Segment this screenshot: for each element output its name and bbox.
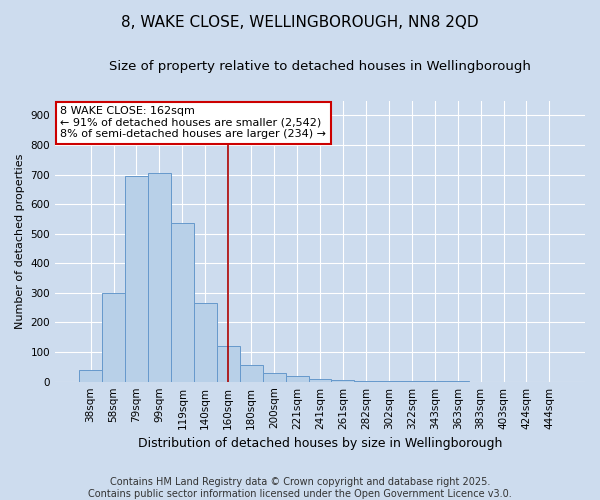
Text: 8, WAKE CLOSE, WELLINGBOROUGH, NN8 2QD: 8, WAKE CLOSE, WELLINGBOROUGH, NN8 2QD xyxy=(121,15,479,30)
Bar xyxy=(217,346,240,382)
Bar xyxy=(194,304,217,382)
Bar xyxy=(263,373,286,382)
Text: 8 WAKE CLOSE: 162sqm
← 91% of detached houses are smaller (2,542)
8% of semi-det: 8 WAKE CLOSE: 162sqm ← 91% of detached h… xyxy=(61,106,326,140)
X-axis label: Distribution of detached houses by size in Wellingborough: Distribution of detached houses by size … xyxy=(138,437,502,450)
Bar xyxy=(286,376,308,382)
Bar xyxy=(102,293,125,382)
Bar xyxy=(308,378,331,382)
Y-axis label: Number of detached properties: Number of detached properties xyxy=(15,154,25,329)
Bar xyxy=(331,380,355,382)
Bar xyxy=(125,176,148,382)
Bar xyxy=(171,224,194,382)
Bar xyxy=(79,370,102,382)
Bar xyxy=(355,381,377,382)
Title: Size of property relative to detached houses in Wellingborough: Size of property relative to detached ho… xyxy=(109,60,531,73)
Bar xyxy=(148,173,171,382)
Bar xyxy=(240,366,263,382)
Bar xyxy=(377,381,400,382)
Text: Contains HM Land Registry data © Crown copyright and database right 2025.
Contai: Contains HM Land Registry data © Crown c… xyxy=(88,478,512,499)
